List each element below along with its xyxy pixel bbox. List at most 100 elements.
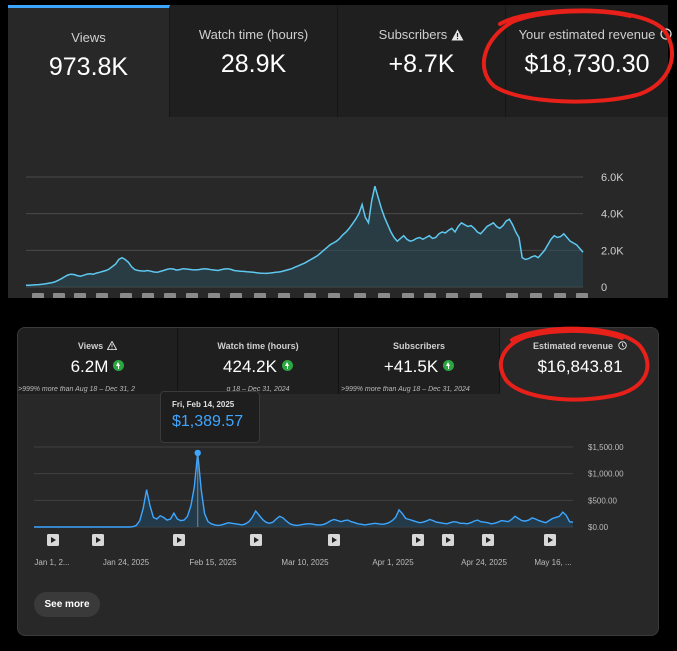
subscribers-value-row: +41.5K (339, 357, 499, 377)
video-marker (328, 293, 340, 298)
subscribers-title: Subscribers (392, 341, 446, 351)
watch-time-comparison: g 18 – Dec 31, 2024 (226, 386, 290, 393)
video-play-marker (250, 534, 262, 546)
video-marker (254, 293, 266, 298)
warning-icon (106, 340, 118, 351)
tab-watch-time[interactable]: Watch time (hours) 424.2K g 18 – Dec 31,… (178, 328, 339, 394)
video-marker (53, 293, 65, 298)
top-metric-tabs: Views 973.8K Watch time (hours) 28.9K Su… (8, 5, 672, 117)
subscribers-value: +41.5K (383, 357, 439, 376)
revenue-line-chart[interactable]: $1,500.00 $1,000.00 $500.00 $0.00 Jan 1, 2..… (18, 394, 659, 594)
x-tick-label: May 16, ... (534, 558, 571, 567)
video-marker (74, 293, 86, 298)
views-title: Views (71, 30, 106, 45)
play-icon (416, 537, 421, 543)
video-marker (378, 293, 390, 298)
revenue-value-row: $16,843.81 (500, 357, 658, 377)
clock-icon (660, 28, 672, 40)
y-tick-label: 4.0K (601, 209, 624, 221)
video-play-marker (482, 534, 494, 546)
video-marker (354, 293, 366, 298)
watch-time-value-row: 424.2K (178, 357, 338, 377)
revenue-title-row: Estimated revenue (500, 341, 658, 351)
video-marker (186, 293, 198, 298)
video-play-marker (173, 534, 185, 546)
video-marker (164, 293, 176, 298)
video-marker (530, 293, 542, 298)
views-value-row: 6.2M (18, 357, 177, 377)
video-play-marker (544, 534, 556, 546)
play-icon (548, 537, 553, 543)
x-tick-label: Apr 1, 2025 (372, 558, 414, 567)
play-icon (332, 537, 337, 543)
y-tick-label: $1,500.00 (588, 443, 624, 452)
views-title: Views (77, 341, 104, 351)
views-value: 973.8K (48, 53, 129, 81)
revenue-value: $16,843.81 (537, 357, 623, 376)
clock-icon (618, 341, 627, 350)
watch-time-value: 28.9K (220, 50, 287, 78)
tooltip-value: $1,389.57 (172, 413, 244, 430)
tab-estimated-revenue[interactable]: Your estimated revenue $18,730.30 (506, 5, 672, 117)
tab-watch-time[interactable]: Watch time (hours) 28.9K (170, 5, 338, 117)
tab-views[interactable]: Views 973.8K (8, 5, 170, 117)
video-marker (120, 293, 132, 298)
tab-views[interactable]: Views 6.2M >999% more than Aug 18 – Dec … (18, 328, 178, 394)
analytics-overview-bottom: Views 6.2M >999% more than Aug 18 – Dec … (17, 327, 659, 636)
play-icon (486, 537, 491, 543)
video-marker (446, 293, 458, 298)
revenue-area-fill (34, 452, 573, 527)
see-more-button[interactable]: See more (34, 592, 100, 617)
watch-time-value: 424.2K (223, 357, 277, 376)
tab-subscribers[interactable]: Subscribers +41.5K >999% more than Aug 1… (339, 328, 500, 394)
bottom-metric-tabs: Views 6.2M >999% more than Aug 18 – Dec … (18, 328, 658, 394)
views-comparison: >999% more than Aug 18 – Dec 31, 2 (18, 386, 136, 393)
views-value: 6.2M (70, 357, 109, 376)
y-tick-label: $1,000.00 (588, 470, 624, 479)
watch-time-title: Watch time (hours) (198, 27, 309, 42)
x-tick-label: Mar 10, 2025 (281, 558, 329, 567)
play-icon (96, 537, 101, 543)
video-play-marker (47, 534, 59, 546)
views-title-row: Views (18, 340, 177, 351)
highlight-point (194, 449, 201, 457)
tab-subscribers[interactable]: Subscribers +8.7K (338, 5, 506, 117)
views-area-fill (26, 186, 583, 287)
tab-estimated-revenue[interactable]: Estimated revenue $16,843.81 (500, 328, 658, 394)
revenue-title: Your estimated revenue (518, 27, 656, 42)
chart-tooltip: Fri, Feb 14, 2025 $1,389.57 (160, 391, 260, 443)
analytics-overview-top: Views 973.8K Watch time (hours) 28.9K Su… (8, 5, 672, 298)
up-arrow-icon (281, 360, 293, 371)
subscribers-value: +8.7K (388, 50, 455, 78)
play-icon (254, 537, 259, 543)
video-marker (576, 293, 588, 298)
video-marker (32, 293, 44, 298)
y-tick-label: $0.00 (588, 523, 609, 532)
x-tick-label: Apr 24, 2025 (461, 558, 507, 567)
video-marker (304, 293, 316, 298)
revenue-title: Estimated revenue (532, 341, 614, 351)
video-play-marker (412, 534, 424, 546)
play-icon (51, 537, 56, 543)
video-marker (278, 293, 290, 298)
video-play-marker (328, 534, 340, 546)
tooltip-date: Fri, Feb 14, 2025 (172, 400, 235, 409)
up-arrow-icon (443, 360, 455, 371)
subscribers-title-row: Subscribers (338, 27, 505, 42)
y-tick-label: 0 (601, 282, 607, 294)
revenue-value: $18,730.30 (524, 50, 650, 78)
play-icon (177, 537, 182, 543)
video-marker (142, 293, 154, 298)
up-arrow-icon (113, 360, 125, 371)
views-line-chart: 6.0K 4.0K 2.0K 0 (26, 172, 624, 298)
video-marker (96, 293, 108, 298)
x-tick-label: Feb 15, 2025 (189, 558, 237, 567)
play-icon (446, 537, 451, 543)
video-marker (402, 293, 414, 298)
y-tick-label: 6.0K (601, 172, 624, 184)
x-tick-label: Jan 1, 2... (34, 558, 69, 567)
video-marker (506, 293, 518, 298)
views-series-line (26, 185, 584, 286)
x-tick-label: Jan 24, 2025 (103, 558, 150, 567)
video-marker (424, 293, 436, 298)
